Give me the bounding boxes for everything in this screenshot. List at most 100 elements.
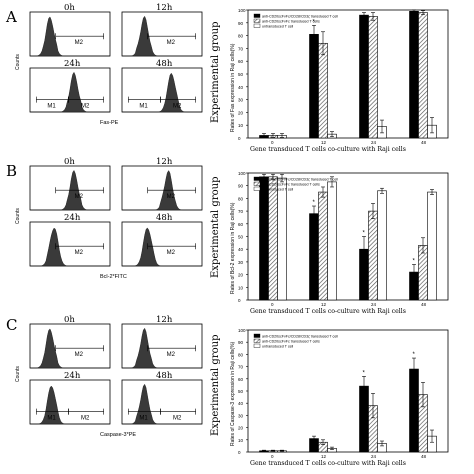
bar bbox=[418, 245, 428, 301]
histogram-time-label: 24h bbox=[64, 213, 81, 223]
y-tick-label: 40 bbox=[238, 401, 244, 406]
legend-swatch bbox=[253, 343, 261, 348]
legend-swatch bbox=[253, 338, 261, 343]
histogram-frame bbox=[121, 67, 203, 113]
legend-label: untransduced T cell bbox=[262, 344, 293, 348]
histogram-x-label: Caspase-3*PE bbox=[100, 432, 136, 438]
histogram-time-label: 12h bbox=[156, 157, 173, 167]
bar-x-axis-label: Gene transduced T cells co-culture with … bbox=[250, 146, 406, 153]
y-tick-label: 0 bbox=[238, 450, 241, 455]
y-tick-label: 10 bbox=[238, 123, 244, 128]
bar bbox=[418, 12, 428, 139]
x-tick-label: 48 bbox=[421, 302, 427, 307]
bar bbox=[377, 190, 387, 301]
x-tick-label: 24 bbox=[371, 454, 377, 459]
y-tick-label: 90 bbox=[238, 184, 244, 189]
legend-label: untransduced T cell bbox=[262, 187, 293, 191]
histogram-peak bbox=[122, 15, 202, 57]
y-tick-label: 100 bbox=[238, 171, 246, 176]
y-tick-label: 100 bbox=[238, 8, 246, 13]
significance-star: * bbox=[363, 231, 366, 237]
histogram-time-label: 0h bbox=[64, 157, 75, 167]
bar-y-axis-label: Rates of Fas expression in Raji cells(%) bbox=[230, 43, 236, 132]
histogram-frame bbox=[29, 323, 111, 369]
histogram-time-label: 0h bbox=[64, 3, 75, 13]
histogram-time-label: 12h bbox=[156, 3, 173, 13]
experimental-group-label: Experimental group bbox=[210, 22, 221, 123]
legend-label: untransduced T cell bbox=[262, 24, 293, 28]
histogram-peak bbox=[122, 72, 202, 113]
bar bbox=[327, 181, 337, 301]
histogram-frame bbox=[29, 11, 111, 57]
y-tick-label: 90 bbox=[238, 340, 244, 345]
panel-letter-C: C bbox=[6, 316, 17, 334]
bar bbox=[359, 14, 369, 139]
significance-star: * bbox=[413, 258, 416, 264]
y-tick-label: 60 bbox=[238, 222, 244, 227]
histogram-y-label: Counts bbox=[15, 54, 21, 70]
y-tick-label: 0 bbox=[238, 298, 241, 303]
histogram-frame bbox=[121, 379, 203, 425]
bar bbox=[318, 42, 328, 139]
gate-label: M2 bbox=[75, 250, 84, 256]
histogram-time-label: 48h bbox=[156, 213, 173, 223]
histogram-time-label: 24h bbox=[64, 59, 81, 69]
histogram-frame bbox=[29, 379, 111, 425]
gate-label: M2 bbox=[75, 352, 84, 358]
histogram-peak bbox=[122, 383, 202, 425]
y-tick-label: 20 bbox=[238, 273, 244, 278]
y-tick-label: 40 bbox=[238, 85, 244, 90]
bar bbox=[309, 34, 319, 139]
gate-label: M1 bbox=[47, 416, 56, 422]
gate-label: M2 bbox=[173, 416, 182, 422]
panel-letter-A: A bbox=[5, 8, 17, 26]
histogram-peak bbox=[122, 227, 202, 267]
gate-label: M2 bbox=[167, 40, 176, 46]
experimental-group-label: Experimental group bbox=[210, 177, 221, 278]
x-tick-label: 12 bbox=[321, 454, 327, 459]
significance-star: * bbox=[313, 19, 316, 25]
bar bbox=[309, 213, 319, 301]
y-tick-label: 30 bbox=[238, 413, 244, 418]
histogram-time-label: 12h bbox=[156, 315, 173, 325]
legend-label: anti-CD20scFvFc/CD28/CD3ζ transduced T c… bbox=[262, 334, 338, 338]
histogram-frame bbox=[29, 221, 111, 267]
gate-label: M2 bbox=[81, 416, 90, 422]
histogram-x-label: Fas-PE bbox=[100, 120, 119, 126]
y-tick-label: 10 bbox=[238, 285, 244, 290]
experimental-group-label: Experimental group bbox=[210, 335, 221, 436]
legend-swatch bbox=[253, 13, 261, 18]
histogram-peak bbox=[30, 227, 110, 267]
gate-label: M2 bbox=[75, 40, 84, 46]
histogram-y-label: Counts bbox=[15, 366, 21, 382]
gate-label: M1 bbox=[139, 416, 148, 422]
bar-y-axis-label: Rates of Bcl-2 expression in Raji cells(… bbox=[230, 202, 236, 294]
bar bbox=[268, 176, 278, 301]
gate-label: M2 bbox=[75, 194, 84, 200]
legend-swatch bbox=[253, 18, 261, 23]
significance-star: * bbox=[313, 200, 316, 206]
significance-star: * bbox=[363, 370, 366, 376]
legend-swatch bbox=[253, 23, 261, 28]
y-tick-label: 80 bbox=[238, 196, 244, 201]
histogram-peak bbox=[122, 170, 202, 211]
legend-label: anti-CD20scFvFc transduced T cells bbox=[262, 339, 320, 343]
bar bbox=[427, 191, 437, 301]
histogram-y-label: Counts bbox=[15, 208, 21, 224]
x-tick-label: 0 bbox=[271, 454, 274, 459]
gate-label: M2 bbox=[167, 194, 176, 200]
y-tick-label: 80 bbox=[238, 34, 244, 39]
histogram-peak bbox=[30, 71, 110, 113]
histogram-time-label: 0h bbox=[64, 315, 75, 325]
y-tick-label: 0 bbox=[238, 136, 241, 141]
y-tick-label: 50 bbox=[238, 72, 244, 77]
legend-label: anti-CD20scFvFc transduced T cells bbox=[262, 19, 320, 23]
x-tick-label: 48 bbox=[421, 140, 427, 145]
x-tick-label: 12 bbox=[321, 140, 327, 145]
y-tick-label: 70 bbox=[238, 46, 244, 51]
legend-swatch bbox=[253, 186, 261, 191]
x-tick-label: 0 bbox=[271, 302, 274, 307]
gate-label: M2 bbox=[167, 250, 176, 256]
bar bbox=[259, 176, 269, 301]
